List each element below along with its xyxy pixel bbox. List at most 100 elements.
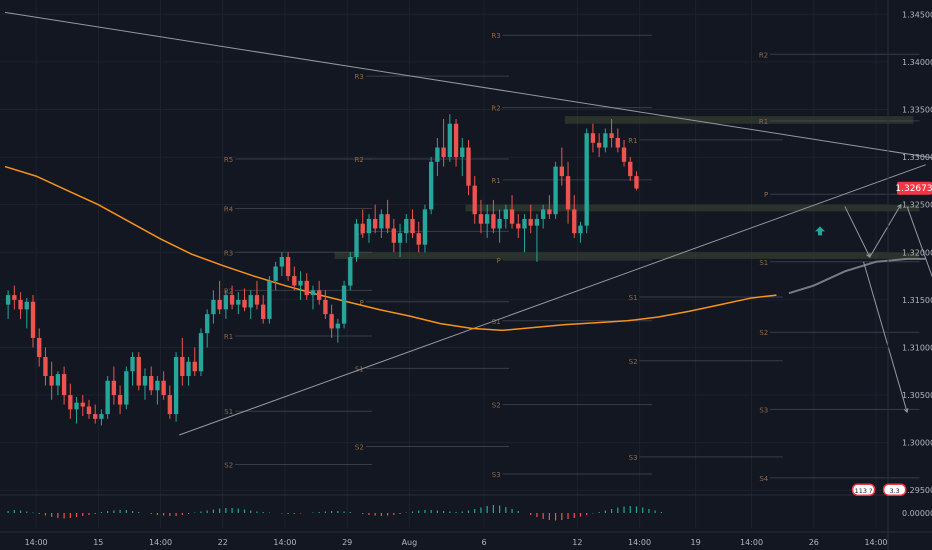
candle-body [366,218,372,234]
candle-body [205,314,210,334]
pivot-label: S4 [759,475,768,483]
candle-body [354,223,359,258]
candle-body [236,299,241,305]
projection-path [788,257,926,295]
candle-body [310,290,316,296]
pivot-label: R3 [355,73,364,81]
candle-body [379,214,384,229]
pivot-label: R1 [759,118,768,126]
candle-body [559,166,564,177]
candle-body [161,380,166,396]
pivot-label: S2 [759,329,768,337]
candle-body [497,218,502,229]
candle-body [167,395,173,415]
candle-body [111,380,117,396]
event-badges[interactable]: 113 ? 3.3 [851,483,907,496]
candle-body [509,209,515,224]
candle-body [99,414,104,419]
candle-body [484,214,490,224]
pivot-label: S1 [629,294,638,302]
candle-body [229,295,235,305]
candle-body [391,228,397,243]
candle-body [317,290,322,300]
candle-body [478,214,484,224]
candle-body [603,133,608,148]
candle-body [422,209,428,245]
candle-body [416,233,421,245]
grid [0,0,888,528]
candle-body [5,295,11,305]
oscillator-pane [7,505,662,521]
candle-body [447,123,453,158]
candle-body [397,233,403,243]
candle-body [634,176,639,189]
pivot-label: R4 [224,205,234,213]
pivot-label: R2 [759,51,768,59]
candle-body [596,142,602,148]
candle-body [105,380,110,415]
event-badge [882,483,907,496]
y-tick-label: 1.34000 [902,58,932,67]
candle-body [292,276,297,286]
candle-body [323,299,328,315]
last-price-badge: 1.32673 [895,181,932,195]
y-tick-label: 1.30000 [902,439,932,448]
pivot-label: R1 [224,333,233,341]
x-tick-label: 14:00 [864,538,887,547]
candle-body [24,301,29,310]
candles [5,114,639,426]
candle-body [136,356,141,386]
x-axis[interactable]: 14:00 15 14:00 22 14:00 29 Aug 6 12 14:00 19 14:00 2… [0,531,932,547]
projection-arrowhead [903,408,909,414]
candle-body [410,218,415,234]
y-axis[interactable]: 1.34500 1.34000 1.33500 1.33000 1.32500 1.320… [887,0,932,550]
pivot-label: R2 [355,156,364,164]
x-tick-label: 12 [572,538,582,547]
pivot-label: S2 [224,462,233,470]
pivot-label: S2 [355,443,364,451]
candle-body [341,285,347,324]
candle-body [565,176,571,210]
trendline [179,164,926,436]
price-badge-text: 1.32673 [895,184,932,194]
pivot-label: P [764,191,768,199]
candle-body [124,371,129,405]
candle-body [68,395,73,410]
x-tick-label: 6 [482,538,487,547]
candle-body [37,337,42,357]
candle-body [522,218,527,229]
candle-body [80,402,85,407]
projection-arrow [863,261,908,413]
candle-body [534,218,540,226]
candle-body [441,147,446,158]
x-tick-label: 19 [690,538,700,547]
candle-body [590,133,596,143]
pivot-label: R1 [491,177,500,185]
pivot-label: P [496,257,500,265]
candle-body [217,299,222,310]
zone-box [465,204,920,212]
projection-arrow [844,206,871,258]
pivot-label: R2 [491,105,500,113]
y-tick-label: 1.29500 [902,486,932,495]
candle-body [74,402,79,410]
candle-body [273,266,278,281]
trendlines [4,11,932,436]
buy-arrow-icon [815,226,826,236]
candle-body [254,295,260,305]
candle-body [211,299,216,315]
candle-body [198,333,204,372]
y-tick-label: 1.31000 [902,343,932,352]
x-tick-label: 14:00 [25,538,48,547]
candle-body [248,295,253,308]
candle-body [329,314,334,329]
candle-body [142,376,148,386]
x-tick-label: Aug [402,538,418,547]
candle-body [547,209,552,215]
candle-body [615,138,620,148]
candle-body [372,218,378,229]
event-badge [851,483,876,496]
candle-body [93,414,98,419]
